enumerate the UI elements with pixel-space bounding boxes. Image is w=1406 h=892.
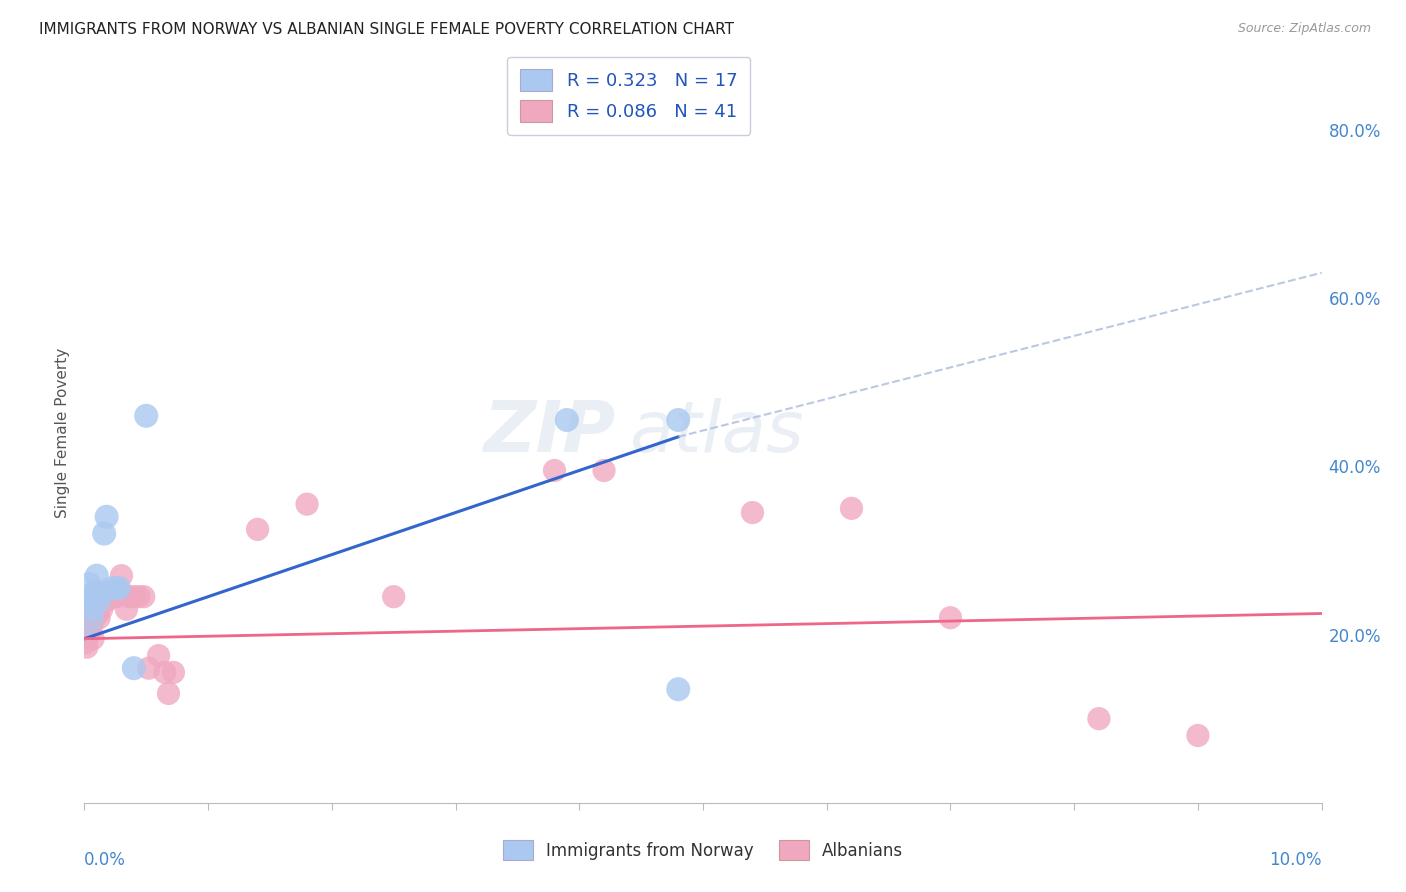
Point	[162, 665, 184, 680]
Point	[666, 413, 689, 427]
Point	[128, 590, 150, 604]
Point	[741, 506, 763, 520]
Point	[77, 619, 100, 633]
Point	[1088, 712, 1111, 726]
Point	[103, 590, 125, 604]
Point	[118, 590, 141, 604]
Point	[96, 509, 118, 524]
Point	[83, 585, 105, 599]
Point	[148, 648, 170, 663]
Point	[105, 581, 128, 595]
Point	[382, 590, 405, 604]
Point	[939, 610, 962, 624]
Point	[93, 526, 115, 541]
Point	[75, 610, 97, 624]
Point	[90, 602, 112, 616]
Point	[86, 568, 108, 582]
Point	[76, 640, 98, 655]
Point	[841, 501, 863, 516]
Text: IMMIGRANTS FROM NORWAY VS ALBANIAN SINGLE FEMALE POVERTY CORRELATION CHART: IMMIGRANTS FROM NORWAY VS ALBANIAN SINGL…	[39, 22, 734, 37]
Point	[666, 682, 689, 697]
Point	[593, 463, 616, 477]
Point	[84, 585, 107, 599]
Point	[89, 594, 111, 608]
Point	[122, 661, 145, 675]
Point	[246, 522, 269, 536]
Point	[115, 602, 138, 616]
Point	[555, 413, 578, 427]
Point	[122, 590, 145, 604]
Text: 0.0%: 0.0%	[84, 851, 127, 869]
Point	[100, 581, 122, 595]
Point	[132, 590, 155, 604]
Point	[153, 665, 176, 680]
Point	[87, 607, 110, 621]
Point	[83, 610, 105, 624]
Text: Source: ZipAtlas.com: Source: ZipAtlas.com	[1237, 22, 1371, 36]
Point	[110, 568, 132, 582]
Point	[135, 409, 157, 423]
Point	[1187, 729, 1209, 743]
Legend: Immigrants from Norway, Albanians: Immigrants from Norway, Albanians	[495, 831, 911, 869]
Point	[138, 661, 160, 675]
Point	[89, 610, 111, 624]
Text: atlas: atlas	[628, 398, 803, 467]
Point	[100, 585, 122, 599]
Point	[75, 636, 97, 650]
Point	[295, 497, 318, 511]
Point	[79, 577, 101, 591]
Point	[93, 590, 115, 604]
Point	[79, 602, 101, 616]
Point	[80, 619, 103, 633]
Point	[89, 594, 111, 608]
Point	[82, 632, 104, 646]
Point	[79, 627, 101, 641]
Point	[108, 581, 131, 595]
Point	[80, 602, 103, 616]
Text: 10.0%: 10.0%	[1270, 851, 1322, 869]
Y-axis label: Single Female Poverty: Single Female Poverty	[55, 348, 70, 517]
Point	[86, 602, 108, 616]
Point	[105, 590, 128, 604]
Point	[157, 686, 180, 700]
Point	[98, 590, 121, 604]
Point	[90, 585, 112, 599]
Point	[543, 463, 565, 477]
Point	[76, 594, 98, 608]
Point	[96, 594, 118, 608]
Text: ZIP: ZIP	[484, 398, 616, 467]
